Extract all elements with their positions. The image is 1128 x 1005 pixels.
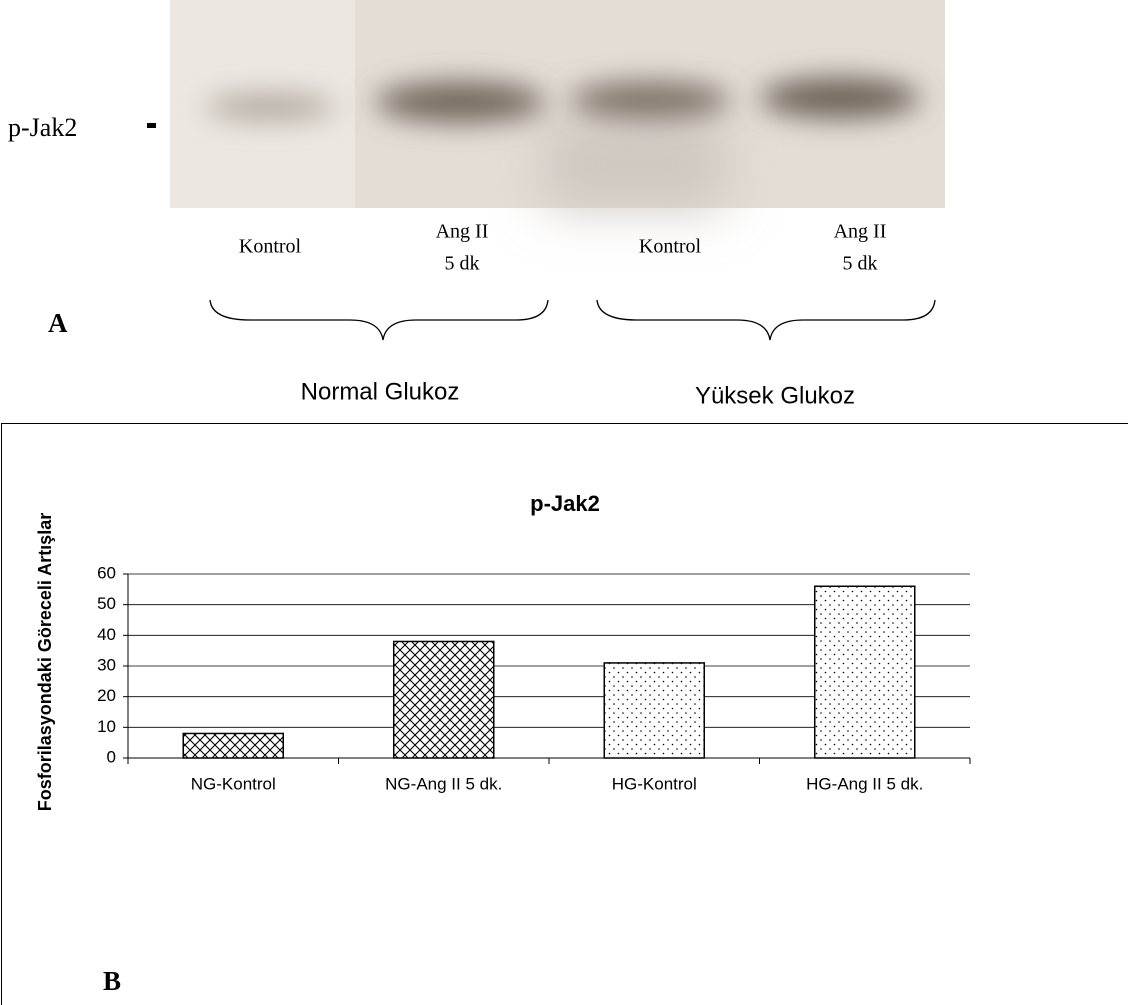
x-tick-label: HG-Kontrol bbox=[612, 774, 697, 793]
lane-label: 5 dk bbox=[843, 253, 878, 275]
x-tick-label: NG-Kontrol bbox=[191, 774, 276, 793]
band-marker bbox=[147, 123, 156, 128]
y-tick-label: 60 bbox=[97, 563, 116, 582]
bar bbox=[814, 585, 916, 759]
bar bbox=[603, 662, 705, 759]
lane-label: 5 dk bbox=[445, 253, 480, 275]
lane-label: Kontrol bbox=[639, 236, 702, 258]
lane-label: Ang II bbox=[834, 221, 887, 243]
chart-frame bbox=[1, 423, 1128, 1005]
group-label: Normal Glukoz bbox=[301, 378, 460, 405]
x-tick-label: NG-Ang II 5 dk. bbox=[385, 774, 502, 793]
y-tick-label: 20 bbox=[97, 686, 116, 705]
bar bbox=[182, 732, 284, 759]
row-label: p-Jak2 bbox=[8, 113, 77, 142]
chart-title: p-Jak2 bbox=[530, 491, 600, 516]
brace bbox=[209, 299, 549, 341]
y-tick-label: 50 bbox=[97, 594, 116, 613]
y-tick-label: 0 bbox=[107, 747, 116, 766]
lane-label: Kontrol bbox=[239, 236, 302, 258]
blot-image bbox=[170, 0, 945, 208]
x-tick-label: HG-Ang II 5 dk. bbox=[806, 774, 923, 793]
y-tick-label: 30 bbox=[97, 655, 116, 674]
y-tick-label: 10 bbox=[97, 717, 116, 736]
lane-label: Ang II bbox=[436, 221, 489, 243]
bar bbox=[393, 640, 495, 759]
panel-label: B bbox=[103, 966, 121, 996]
group-label: Yüksek Glukoz bbox=[695, 382, 855, 409]
panel-label: A bbox=[48, 308, 68, 338]
y-tick-label: 40 bbox=[97, 625, 116, 644]
brace bbox=[596, 299, 936, 341]
y-axis-label: Fosforilasyondaki Göreceli Artışlar bbox=[35, 513, 55, 811]
